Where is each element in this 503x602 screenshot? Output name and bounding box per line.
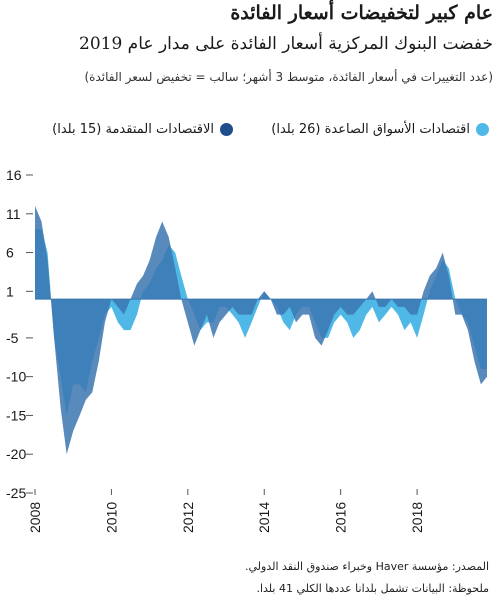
legend: اقتصادات الأسواق الصاعدة (26 بلدا) الاقت…: [0, 122, 503, 144]
chart-note: (عدد التغييرات في أسعار الفائدة، متوسط 3…: [84, 70, 493, 84]
y-tick-label: 6: [6, 245, 14, 261]
area-series-emerging: [35, 229, 487, 416]
y-tick-label: -20: [6, 446, 26, 462]
legend-label-advanced: الاقتصادات المتقدمة (15 بلدا): [52, 122, 214, 137]
x-tick-label: 2008: [27, 502, 43, 533]
area-chart: 16 11 6 1 -5 -10 -15 -20 -25 2008 2010 2012 2014 201…: [6, 167, 487, 533]
x-tick-label: 2016: [333, 502, 349, 533]
y-tick-label: 16: [6, 167, 22, 183]
x-tick-label: 2018: [409, 502, 425, 533]
y-tick-label: -25: [6, 485, 26, 501]
x-axis: 2008 2010 2012 2014 2016 2018: [27, 489, 425, 533]
footer-source: المصدر: مؤسسة Haver وخبراء صندوق النقد ا…: [245, 560, 489, 573]
legend-dot-advanced-icon: [220, 123, 233, 136]
legend-dot-emerging-icon: [476, 123, 489, 136]
y-tick-label: -5: [6, 330, 19, 346]
chart-areas: [35, 206, 487, 455]
y-tick-label: 1: [6, 283, 14, 299]
x-tick-label: 2014: [256, 502, 272, 533]
footer-note: ملحوظة: البيانات تشمل بلدانا عددها الكلي…: [256, 582, 489, 595]
legend-item-advanced: الاقتصادات المتقدمة (15 بلدا): [52, 122, 233, 137]
x-tick-label: 2010: [103, 502, 119, 533]
y-tick-label: 11: [6, 206, 21, 222]
y-axis: 16 11 6 1 -5 -10 -15 -20 -25: [6, 167, 33, 501]
y-tick-label: -10: [6, 369, 26, 385]
chart-title: عام كبير لتخفيضات أسعار الفائدة: [230, 2, 493, 24]
x-tick-label: 2012: [180, 502, 196, 533]
legend-label-emerging: اقتصادات الأسواق الصاعدة (26 بلدا): [271, 122, 470, 137]
area-series-advanced: [35, 206, 487, 455]
chart-subtitle: خفضت البنوك المركزية أسعار الفائدة على م…: [79, 34, 493, 54]
y-tick-label: -15: [6, 407, 26, 423]
legend-item-emerging: اقتصادات الأسواق الصاعدة (26 بلدا): [271, 122, 489, 137]
